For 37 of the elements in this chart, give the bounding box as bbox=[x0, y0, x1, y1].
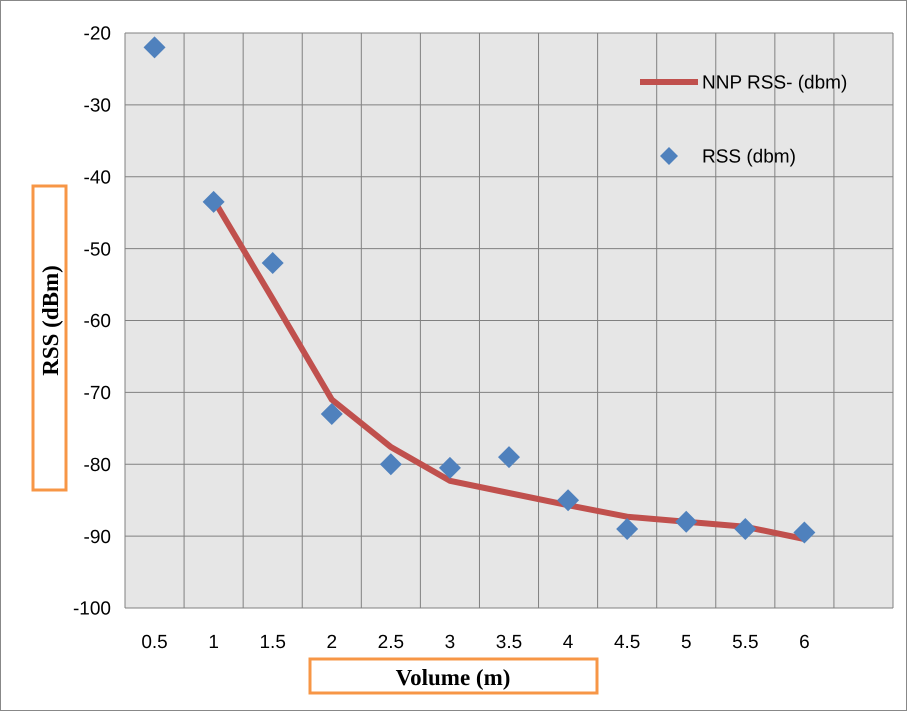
y-tick-label: -50 bbox=[84, 239, 111, 260]
y-tick-label: -60 bbox=[84, 311, 111, 332]
x-tick-label: 2.5 bbox=[378, 632, 404, 653]
x-tick-label: 0.5 bbox=[141, 632, 168, 653]
point bbox=[320, 402, 343, 425]
point bbox=[793, 522, 816, 544]
x-tick-label: 5.5 bbox=[732, 632, 759, 653]
point bbox=[438, 456, 461, 479]
x-axis-title: Volume (m) bbox=[396, 665, 510, 690]
x-tick-label: 5 bbox=[680, 632, 692, 653]
x-tick-label: 4 bbox=[562, 632, 574, 653]
point bbox=[498, 446, 520, 468]
x-tick-label: 4.5 bbox=[614, 632, 640, 653]
x-tick-label: 2 bbox=[326, 632, 338, 653]
y-tick-label: -80 bbox=[84, 454, 111, 476]
point bbox=[675, 510, 698, 533]
legend-label: RSS (dbm) bbox=[702, 146, 796, 168]
y-tick-label: -100 bbox=[72, 598, 111, 620]
point bbox=[144, 36, 166, 58]
point bbox=[557, 489, 580, 512]
y-tick-label: -90 bbox=[84, 526, 111, 548]
y-tick-label: -30 bbox=[84, 96, 111, 117]
x-tick-label: 3.5 bbox=[496, 632, 522, 653]
point bbox=[616, 518, 638, 540]
y-axis-title: RSS (dBm) bbox=[38, 265, 63, 376]
x-tick-label: 3 bbox=[444, 632, 456, 653]
legend-label: NNP RSS- (dbm) bbox=[702, 72, 848, 94]
point bbox=[380, 453, 402, 476]
point bbox=[202, 190, 225, 213]
point bbox=[262, 252, 284, 274]
y-tick-label: -70 bbox=[84, 383, 111, 404]
point bbox=[734, 518, 756, 540]
y-tick-label: -20 bbox=[84, 24, 111, 45]
x-tick-label: 1.5 bbox=[259, 632, 286, 653]
y-tick-label: -40 bbox=[84, 167, 111, 188]
x-tick-label: 1 bbox=[208, 632, 219, 653]
x-tick-label: 6 bbox=[799, 632, 810, 653]
